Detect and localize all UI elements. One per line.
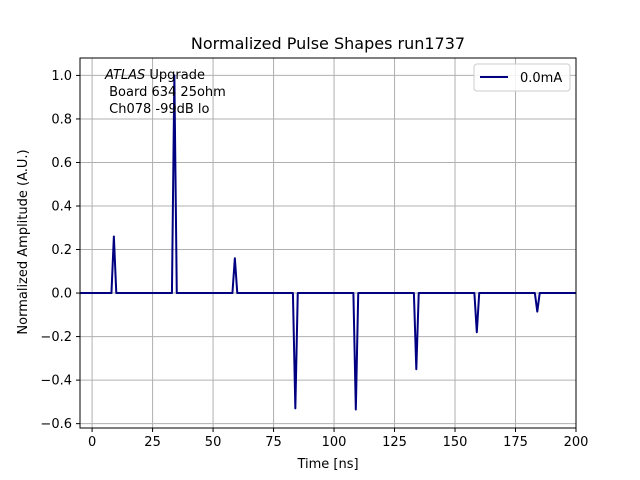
annotation-atlas: ATLAS: [104, 68, 145, 83]
y-tick-label: 0.4: [51, 200, 72, 215]
annotation-line-1: ATLAS Upgrade: [104, 68, 205, 83]
y-tick-label: 0.2: [51, 243, 72, 258]
atlas-annotation: ATLAS Upgrade Board 634 25ohm Ch078 -99d…: [104, 68, 226, 117]
y-tick-label: 1.0: [51, 69, 72, 84]
y-tick-label: −0.2: [40, 330, 72, 345]
x-tick-label: 125: [382, 435, 407, 450]
plot-frame: [79, 57, 577, 429]
series-line: [80, 74, 576, 411]
series-layer: [80, 74, 576, 411]
annotation-upgrade: Upgrade: [145, 68, 205, 83]
annotation-line-2: Board 634 25ohm: [105, 85, 226, 100]
chart-title: Normalized Pulse Shapes run1737: [191, 34, 465, 53]
x-tick-label: 0: [88, 435, 96, 450]
x-tick-label: 75: [265, 435, 282, 450]
legend: 0.0mA: [473, 63, 571, 92]
x-tick-label: 175: [503, 435, 528, 450]
y-tick-label: 0.6: [51, 156, 72, 171]
x-axis-label: Time [ns]: [296, 457, 358, 472]
annotation-line-3: Ch078 -99dB lo: [105, 102, 210, 117]
legend-box: [473, 63, 571, 92]
y-tick-label: −0.4: [40, 374, 72, 389]
x-tick-label: 200: [564, 435, 589, 450]
x-tick-label: 100: [322, 435, 347, 450]
y-tick-label: 0.0: [51, 287, 72, 302]
y-axis-label: Normalized Amplitude (A.U.): [16, 149, 31, 334]
x-tick-label: 50: [205, 435, 222, 450]
x-tick-label: 25: [144, 435, 161, 450]
y-tick-label: −0.6: [40, 417, 72, 432]
axis-ticks: 0 25 50 75 100 125 150 175 200 −0.6 −0.4 −0.2 0.0 0.2…: [40, 69, 588, 450]
y-tick-label: 0.8: [51, 112, 72, 127]
legend-label: 0.0mA: [520, 71, 562, 86]
x-tick-label: 150: [443, 435, 468, 450]
